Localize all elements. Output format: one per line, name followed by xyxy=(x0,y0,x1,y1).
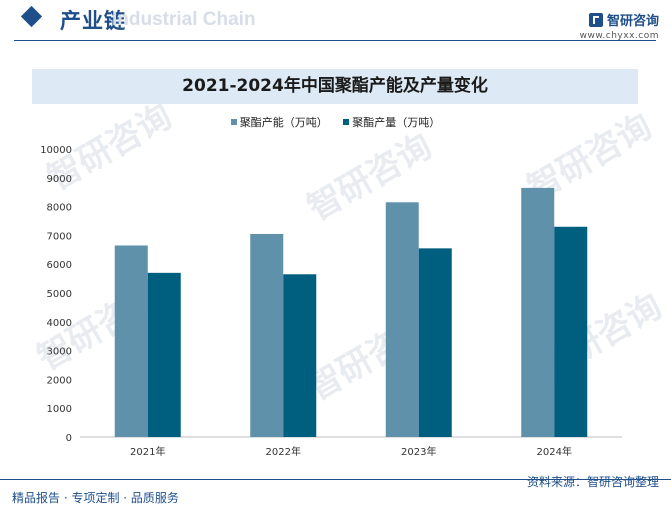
y-tick-label: 0 xyxy=(66,433,72,444)
bar-capacity xyxy=(385,202,419,437)
footer-slogan: 精品报告 · 专项定制 · 品质服务 xyxy=(12,491,179,505)
section-title: 产业链 xyxy=(60,9,126,33)
y-tick-label: 7000 xyxy=(47,231,72,242)
bar-chart: 0 1000 2000 3000 4000 5000 6000 7000 8000 9000 100… xyxy=(40,145,622,458)
header-divider xyxy=(14,40,656,41)
bar-output xyxy=(147,272,181,437)
brand-name: 智研咨询 xyxy=(606,14,659,29)
y-tick-label: 3000 xyxy=(47,347,72,358)
legend-label-capacity: 聚酯产能（万吨） xyxy=(239,116,328,129)
x-tick-label: 2022年 xyxy=(266,445,301,458)
legend-label-output: 聚酯产量（万吨） xyxy=(352,116,441,129)
bar-capacity xyxy=(250,233,284,437)
y-tick-label: 10000 xyxy=(40,145,72,156)
chart-title: 2021-2024年中国聚酯产能及产量变化 xyxy=(182,76,488,96)
y-tick-label: 4000 xyxy=(47,318,72,329)
x-tick-label: 2023年 xyxy=(401,445,436,458)
diamond-icon xyxy=(20,5,43,28)
y-tick-label: 6000 xyxy=(47,260,72,271)
chart-title-box: 2021-2024年中国聚酯产能及产量变化 xyxy=(32,69,638,104)
y-tick-label: 1000 xyxy=(47,404,72,415)
bar-output xyxy=(283,274,317,437)
bar-output xyxy=(418,248,452,437)
y-tick-label: 8000 xyxy=(47,203,72,214)
legend-swatch-capacity xyxy=(230,119,237,125)
bar-capacity xyxy=(521,187,555,437)
legend-item-output: 聚酯产量（万吨） xyxy=(343,114,440,130)
brand-url: www.chyxx.com xyxy=(579,31,659,41)
legend: 聚酯产能（万吨） 聚酯产量（万吨） xyxy=(0,114,671,130)
y-tick-label: 5000 xyxy=(47,289,72,300)
legend-item-capacity: 聚酯产能（万吨） xyxy=(230,114,328,130)
header-watermark-text: Industrial Chain xyxy=(112,9,256,30)
header: 产业链 Industrial Chain 智研咨询 www.chyxx.com xyxy=(0,0,671,46)
brand: 智研咨询 www.chyxx.com xyxy=(580,9,659,41)
y-tick-label: 2000 xyxy=(47,375,72,386)
y-tick-label: 9000 xyxy=(47,174,72,185)
x-tick-label: 2024年 xyxy=(537,445,572,458)
legend-swatch-output xyxy=(343,119,350,125)
source-note: 资料来源：智研咨询整理 xyxy=(526,475,659,489)
footer-divider xyxy=(0,479,671,480)
x-tick-label: 2021年 xyxy=(130,445,165,458)
bar-output xyxy=(554,226,588,437)
brand-logo-icon xyxy=(588,12,603,27)
bar-capacity xyxy=(114,245,148,437)
